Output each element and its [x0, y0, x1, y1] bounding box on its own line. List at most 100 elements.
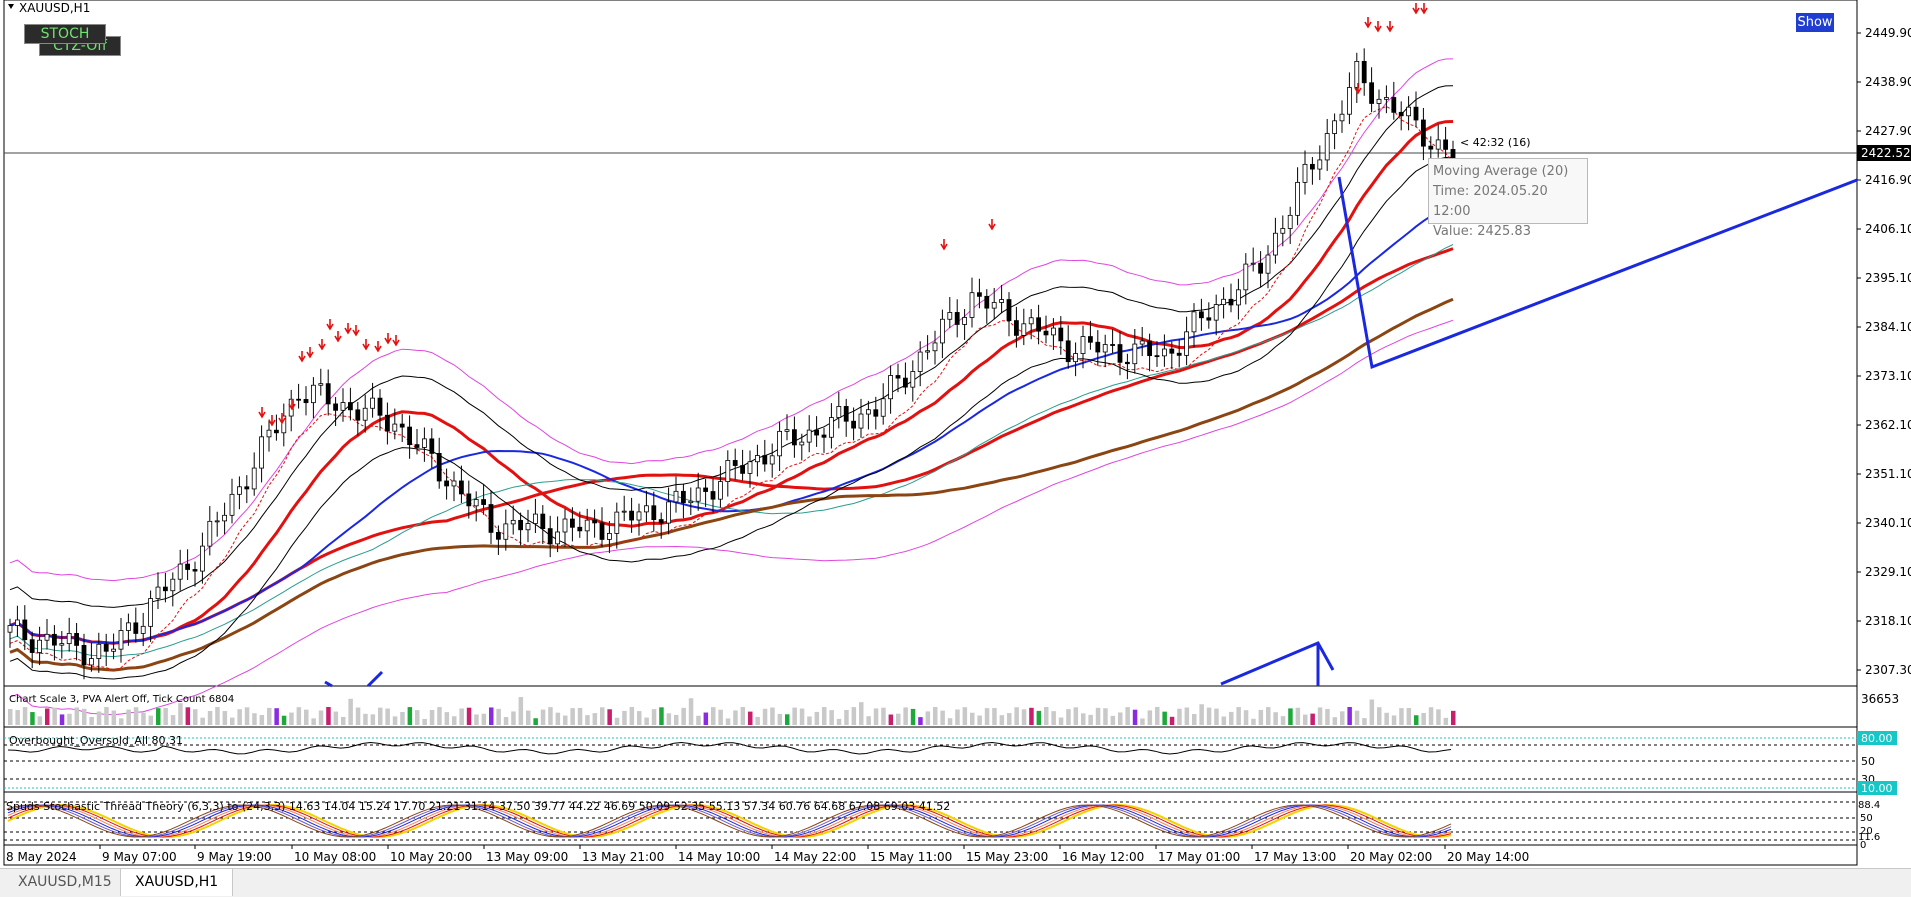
- candle-body: [1080, 336, 1086, 354]
- stoch-button[interactable]: STOCH: [24, 24, 106, 44]
- candle-body: [1199, 311, 1204, 319]
- volume-bar: [378, 707, 383, 725]
- candle-body: [1065, 340, 1071, 363]
- volume-bar: [792, 707, 797, 725]
- candle-body: [1310, 163, 1315, 170]
- volume-bar: [873, 708, 879, 725]
- volume-bar: [962, 707, 968, 725]
- candle-body: [14, 619, 20, 626]
- candle-body: [769, 455, 775, 465]
- obos-10-label: 10.00: [1861, 782, 1893, 795]
- volume-bar: [392, 716, 398, 725]
- candle-body: [991, 302, 997, 309]
- show-button[interactable]: Show: [1796, 13, 1834, 32]
- volume-bar: [1199, 704, 1204, 725]
- tab-xauusd-m15[interactable]: XAUUSD,M15: [4, 869, 127, 896]
- price-axis[interactable]: 2449.90 2438.90 2427.90 2416.90 2406.10 2395.…: [1857, 26, 1911, 677]
- volume-bar: [104, 707, 109, 725]
- candle-body: [799, 441, 805, 446]
- candle-body: [599, 522, 605, 540]
- candle-body: [740, 465, 745, 474]
- volume-bar: [444, 712, 450, 725]
- trend-line[interactable]: [1220, 641, 1335, 686]
- volume-bar: [1036, 710, 1042, 725]
- fractal-down-arrow-icon: [384, 333, 392, 345]
- volume-bar: [947, 718, 953, 725]
- volume-bar: [259, 715, 265, 725]
- volume-scale-label: 36653: [1861, 692, 1899, 706]
- obos-50-label: 50: [1861, 755, 1875, 768]
- chart-window[interactable]: 2449.90 2438.90 2427.90 2416.90 2406.10 2395.…: [0, 0, 1911, 868]
- time-axis[interactable]: 8 May 2024 9 May 07:00 9 May 19:00 10 May 0…: [3, 845, 1529, 864]
- candle-body: [244, 486, 250, 490]
- candle-body: [1014, 320, 1019, 336]
- stoch-axis-label: 88.4: [1858, 800, 1880, 811]
- volume-bar: [215, 707, 220, 725]
- volume-bar: [1118, 712, 1123, 725]
- volume-bar: [1007, 713, 1012, 725]
- candle-body: [747, 461, 753, 474]
- candle-body: [436, 452, 442, 482]
- candle-body: [407, 426, 413, 446]
- time-tick-label: 14 May 22:00: [774, 850, 856, 864]
- volume-bar: [148, 715, 154, 725]
- time-tick-label: 20 May 02:00: [1350, 850, 1432, 864]
- candle-body: [89, 658, 94, 666]
- volume-bar: [807, 716, 812, 725]
- candle-body: [325, 383, 331, 405]
- candle-body: [392, 423, 398, 432]
- volume-bar: [222, 711, 228, 725]
- candle-body: [806, 429, 812, 443]
- candle-body: [688, 500, 694, 504]
- volume-bar: [111, 710, 117, 725]
- candle-body: [1162, 348, 1167, 357]
- chart-frame: [3, 0, 1858, 866]
- stoch-axis-label: 20: [1860, 826, 1873, 837]
- volume-bar: [326, 707, 331, 725]
- candle-body: [170, 578, 176, 592]
- candle-body: [1287, 214, 1293, 229]
- volume-bar: [733, 710, 738, 725]
- trend-line[interactable]: [324, 680, 333, 688]
- bollinger-lower-line: [9, 156, 1454, 680]
- candle-body: [925, 350, 930, 353]
- time-tick-label: 16 May 12:00: [1062, 850, 1144, 864]
- candle-body: [1324, 133, 1330, 161]
- volume-bar: [511, 711, 516, 725]
- volume-bar: [711, 707, 716, 725]
- tab-xauusd-h1[interactable]: XAUUSD,H1: [120, 869, 234, 896]
- volume-bar: [1273, 712, 1278, 725]
- candle-body: [1317, 159, 1323, 170]
- stochastic-threads: [7, 803, 1452, 839]
- volume-bar: [474, 714, 479, 725]
- candle-body: [703, 487, 708, 492]
- volume-bar: [829, 710, 834, 725]
- volume-bar: [503, 717, 509, 725]
- candle-body: [940, 318, 945, 344]
- volume-bar: [82, 708, 87, 725]
- volume-bar: [762, 708, 768, 725]
- candle-body: [229, 493, 235, 516]
- trend-line[interactable]: [366, 670, 384, 688]
- fractal-down-arrow-icon: [1364, 17, 1372, 29]
- dropdown-triangle-icon[interactable]: [8, 4, 14, 9]
- candle-body: [666, 501, 671, 524]
- candle-body: [695, 487, 701, 502]
- candle-body: [133, 622, 139, 634]
- volume-bar: [400, 712, 405, 725]
- candle-body: [562, 518, 568, 533]
- volume-bar: [1362, 718, 1367, 725]
- volume-bar: [1021, 709, 1027, 725]
- candle-body: [473, 499, 479, 507]
- candle-body: [1169, 348, 1175, 354]
- candle-body: [399, 423, 405, 428]
- chart-canvas[interactable]: 2449.90 2438.90 2427.90 2416.90 2406.10 2395.…: [0, 0, 1911, 868]
- candle-body: [732, 460, 738, 466]
- current-price-label: 2422.52: [1861, 146, 1911, 160]
- volume-bar: [1354, 710, 1360, 725]
- candle-body: [621, 510, 627, 513]
- candle-body: [444, 480, 450, 487]
- candle-body: [843, 406, 849, 422]
- fractal-down-arrow-icon: [268, 415, 276, 427]
- trend-line[interactable]: [1337, 176, 1858, 370]
